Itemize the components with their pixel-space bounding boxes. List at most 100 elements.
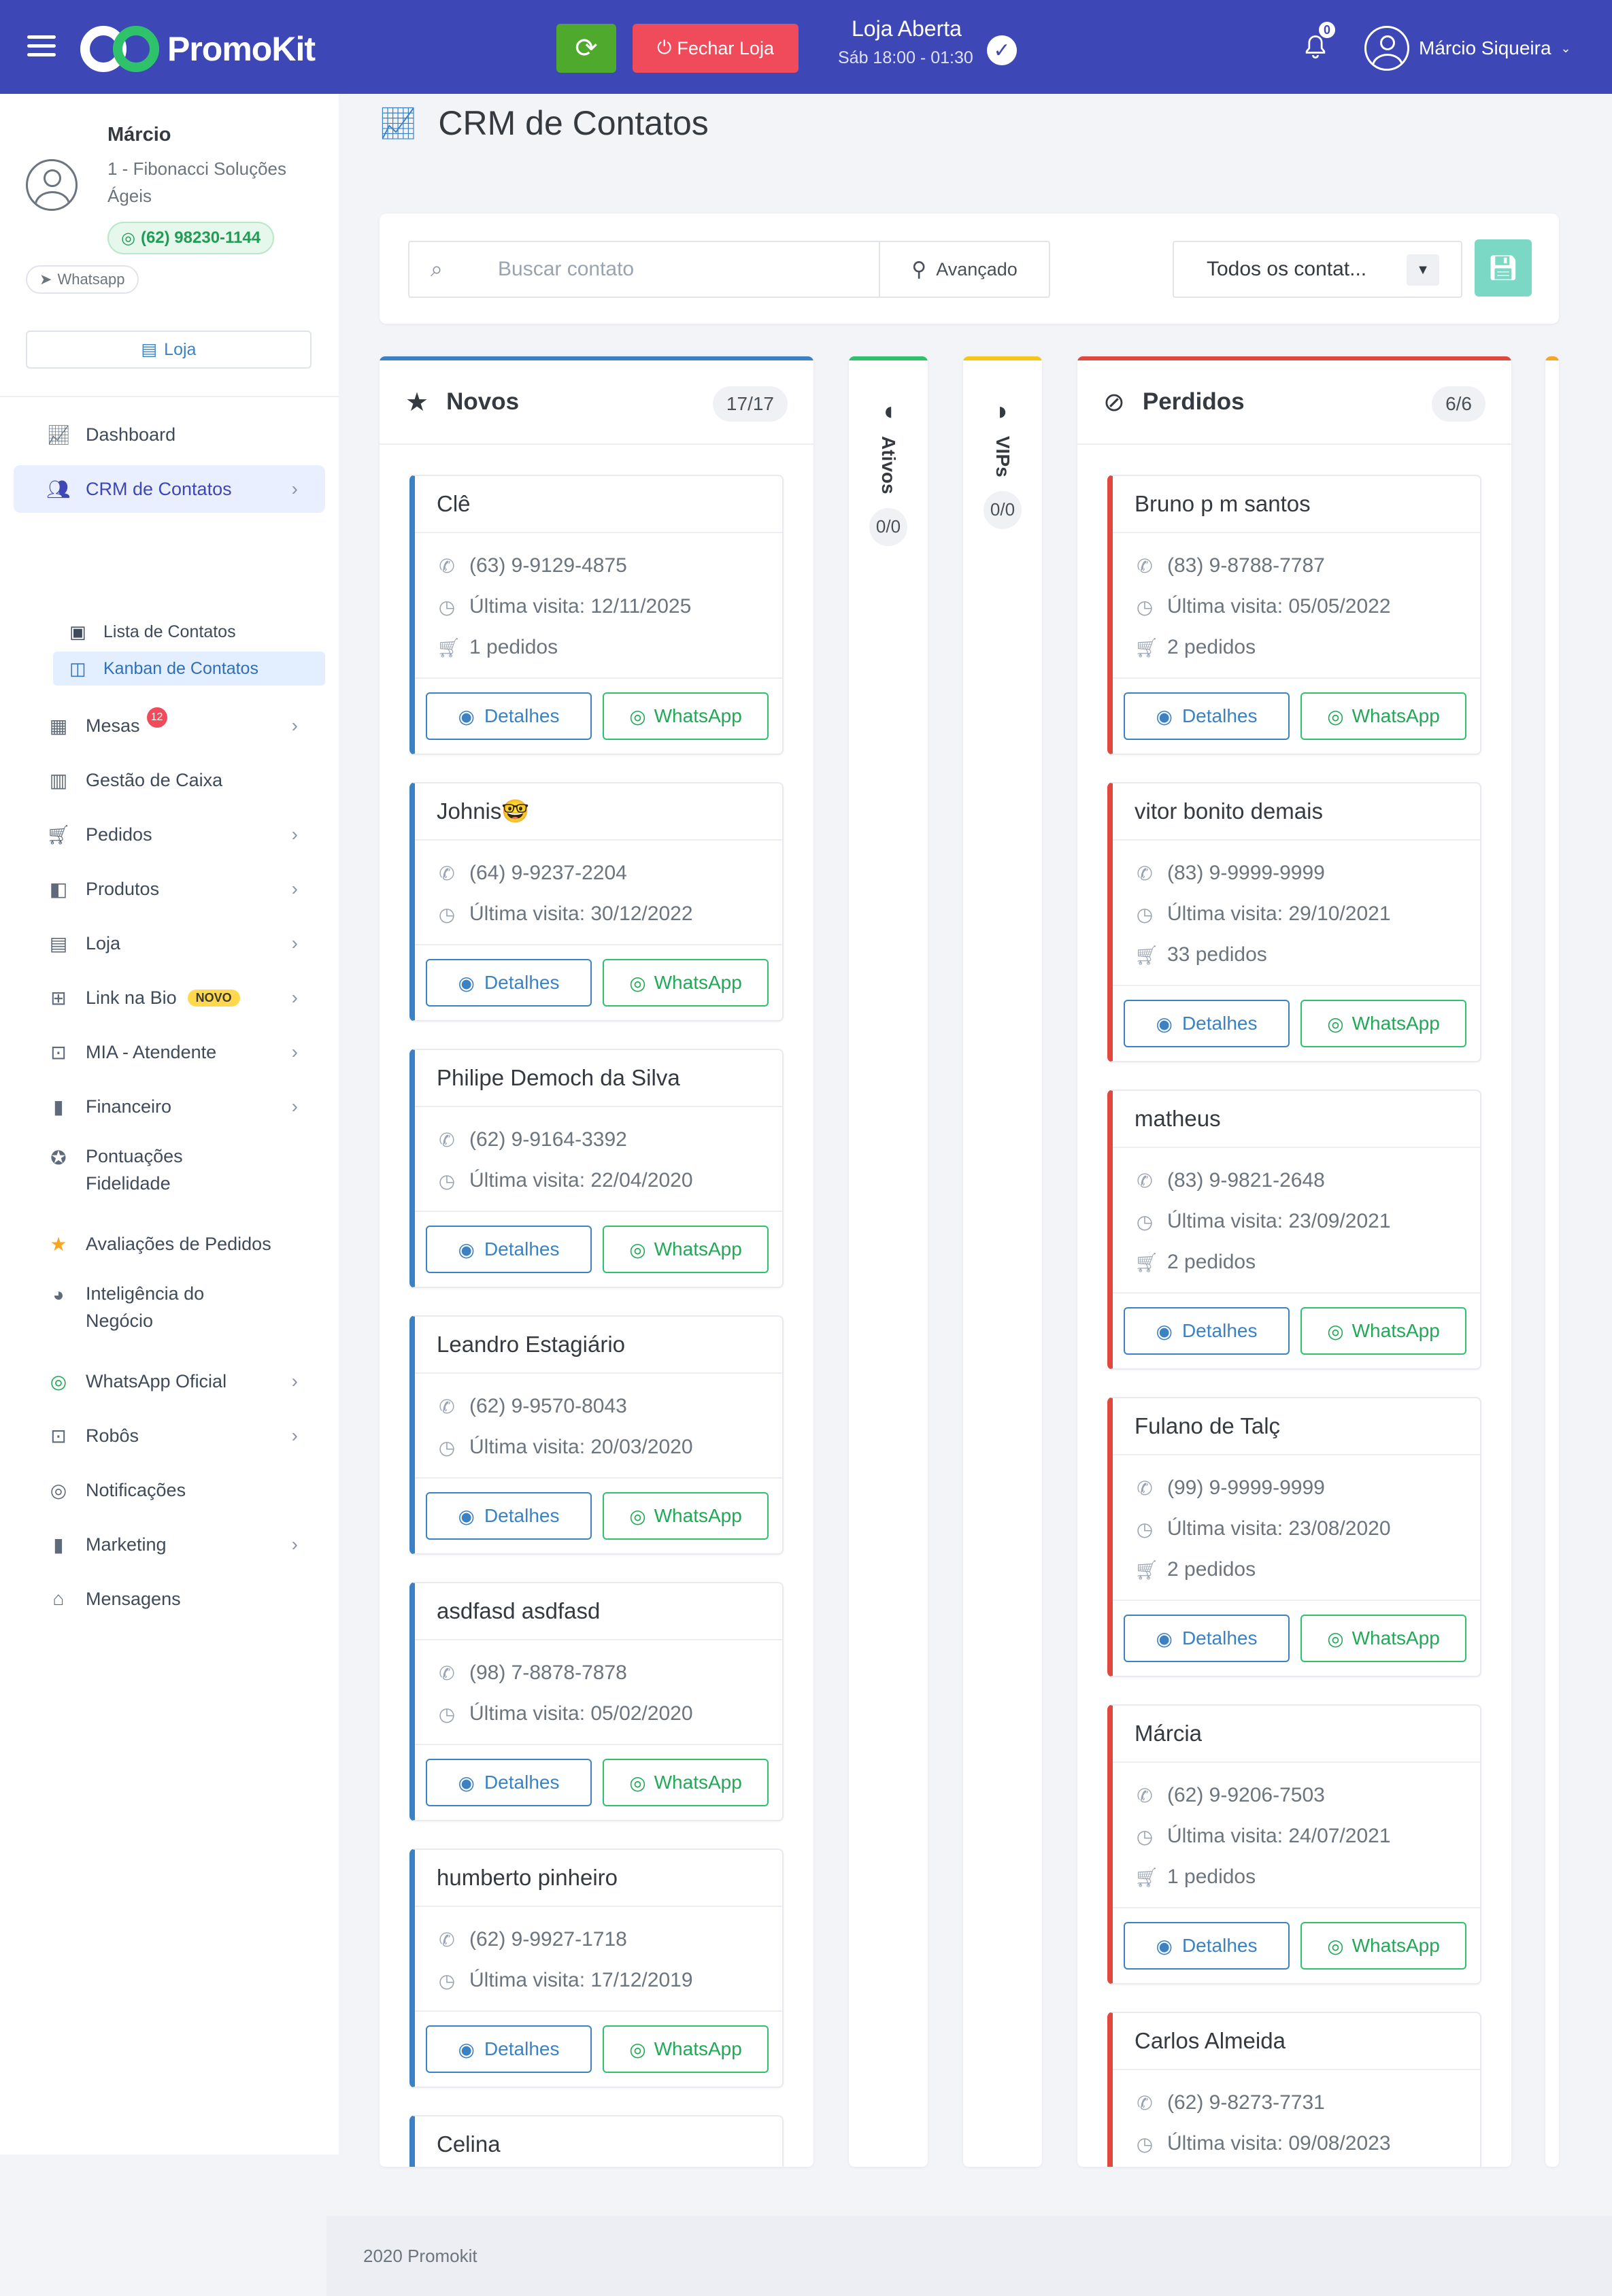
contact-card[interactable]: Johnis🤓 ✆ (64) 9-9237-2204 ◷ Última visita… — [409, 782, 784, 1022]
nav-inteligencia[interactable]: ◕ Inteligência do Negócio — [14, 1274, 325, 1343]
chart-line-icon: 📈︎ — [378, 105, 418, 141]
menu-icon[interactable] — [27, 35, 56, 57]
whatsapp-button[interactable]: ◎ WhatsApp — [603, 1226, 769, 1273]
notification-count: 0 — [1317, 20, 1337, 39]
nav-kanban-contatos[interactable]: ◫ Kanban de Contatos — [53, 652, 325, 686]
contact-phone: (83) 9-9821-2648 — [1167, 1169, 1325, 1192]
whatsapp-icon: ◎ — [1327, 705, 1344, 727]
user-menu[interactable]: Márcio Siqueira ⌄ — [1364, 26, 1571, 71]
contact-last-visit: Última visita: 05/05/2022 — [1167, 595, 1391, 618]
details-button[interactable]: ◉ Detalhes — [426, 1492, 592, 1540]
nav-loja[interactable]: ▤ Loja › — [14, 919, 325, 967]
send-icon: ➤ — [39, 271, 52, 288]
contact-card[interactable]: humberto pinheiro ✆ (62) 9-9927-1718 ◷ Últ… — [409, 1848, 784, 2088]
contact-card[interactable]: Bruno p m santos ✆ (83) 9-8788-7787 ◷ Últi… — [1107, 475, 1481, 755]
nav-link-bio[interactable]: ⊞ Link na Bio NOVO › — [14, 974, 325, 1022]
details-button[interactable]: ◉ Detalhes — [426, 692, 592, 740]
whatsapp-icon: ◎ — [50, 1370, 67, 1392]
eye-icon: ◉ — [1156, 1013, 1173, 1034]
contact-filter-select[interactable]: Todos os contat... ▼ — [1173, 241, 1462, 298]
whatsapp-button[interactable]: ◎ WhatsApp — [603, 1492, 769, 1540]
column-vips[interactable]: ◗ VIPs 0/0 — [963, 356, 1042, 2167]
nav-gestao-caixa[interactable]: ▥ Gestão de Caixa — [14, 756, 325, 804]
eye-icon: ◉ — [458, 1772, 475, 1793]
logo[interactable]: PromoKit — [80, 23, 316, 75]
details-button[interactable]: ◉ Detalhes — [426, 1759, 592, 1806]
contact-card[interactable]: Leandro Estagiário ✆ (62) 9-9570-8043 ◷ Úl… — [409, 1315, 784, 1555]
whatsapp-button[interactable]: ◎ WhatsApp — [1300, 692, 1466, 740]
nav-marketing[interactable]: ▮ Marketing › — [14, 1521, 325, 1568]
nav-pontuacoes[interactable]: ✪ Pontuações Fidelidade — [14, 1137, 325, 1205]
details-button[interactable]: ◉ Detalhes — [1124, 1000, 1290, 1047]
whatsapp-icon: ◎ — [1327, 1627, 1344, 1649]
phone-icon: ✆ — [439, 1662, 455, 1684]
nav-mensagens[interactable]: ⌂ Mensagens — [14, 1575, 325, 1623]
details-button[interactable]: ◉ Detalhes — [426, 959, 592, 1007]
column-ativos[interactable]: ◖ Ativos 0/0 — [849, 356, 928, 2167]
details-button[interactable]: ◉ Detalhes — [426, 1226, 592, 1273]
whatsapp-button[interactable]: ◎ WhatsApp — [1300, 1615, 1466, 1662]
contact-card[interactable]: Fulano de Talç ✆ (99) 9-9999-9999 ◷ Última… — [1107, 1397, 1481, 1677]
refresh-button[interactable]: ⟳ — [556, 24, 616, 73]
whatsapp-button[interactable]: ◎ WhatsApp — [1300, 1922, 1466, 1970]
whatsapp-button[interactable]: ◎ WhatsApp — [603, 2025, 769, 2073]
search-input[interactable] — [498, 258, 879, 281]
whatsapp-button[interactable]: ◎ WhatsApp — [1300, 1000, 1466, 1047]
nav-notificacoes[interactable]: ◎ Notificações — [14, 1466, 325, 1514]
sitemap-icon: ⊞ — [50, 987, 67, 1009]
whatsapp-icon: ◎ — [50, 1479, 67, 1501]
details-label: Detalhes — [484, 2038, 560, 2059]
contact-card[interactable]: matheus ✆ (83) 9-9821-2648 ◷ Última visita… — [1107, 1090, 1481, 1370]
profile-phone-badge[interactable]: ◎ (62) 98230-1144 — [107, 222, 275, 254]
nav-financeiro[interactable]: ▮ Financeiro › — [14, 1083, 325, 1130]
contact-card[interactable]: Philipe Democh da Silva ✆ (62) 9-9164-339… — [409, 1049, 784, 1288]
nav-lista-contatos[interactable]: ▣ Lista de Contatos — [53, 615, 325, 649]
divider — [0, 396, 339, 397]
contact-card[interactable]: Clê ✆ (63) 9-9129-4875 ◷ Última visita: 12… — [409, 475, 784, 755]
details-button[interactable]: ◉ Detalhes — [426, 2025, 592, 2073]
nav-label: Link na Bio — [86, 987, 177, 1008]
nav-dashboard[interactable]: 📈︎ Dashboard — [14, 411, 325, 458]
nav-label: Avaliações de Pedidos — [86, 1233, 271, 1254]
details-button[interactable]: ◉ Detalhes — [1124, 1922, 1290, 1970]
power-icon: ⏻ — [657, 37, 672, 58]
whatsapp-button[interactable]: ◎ WhatsApp — [603, 959, 769, 1007]
whatsapp-button[interactable]: ◎ WhatsApp — [1300, 1307, 1466, 1355]
details-button[interactable]: ◉ Detalhes — [1124, 1307, 1290, 1355]
column-title: Novos — [446, 388, 520, 415]
bell-icon[interactable] — [1300, 33, 1330, 63]
nav-label: Notificações — [86, 1479, 186, 1500]
nav-produtos[interactable]: ◧ Produtos › — [14, 865, 325, 913]
nav-whatsapp-oficial[interactable]: ◎ WhatsApp Oficial › — [14, 1357, 325, 1405]
whatsapp-button[interactable]: ◎ WhatsApp — [603, 692, 769, 740]
contact-card[interactable]: Carlos Almeida ✆ (62) 9-8273-7731 ◷ Última… — [1107, 2012, 1481, 2167]
nav-avaliacoes[interactable]: ★ Avaliações de Pedidos — [14, 1220, 325, 1268]
phone-icon: ✆ — [1137, 2092, 1153, 2114]
nav-pedidos[interactable]: 🛒︎ Pedidos › — [14, 811, 325, 858]
whatsapp-button[interactable]: ◎ WhatsApp — [603, 1759, 769, 1806]
advanced-filter-button[interactable]: ⚲ Avançado — [879, 241, 1050, 298]
whatsapp-icon: ◎ — [1327, 1935, 1344, 1957]
cart-icon: 🛒︎ — [46, 824, 71, 845]
save-button[interactable]: 💾︎ — [1475, 239, 1532, 297]
phone-icon: ✆ — [439, 862, 455, 884]
store-button[interactable]: ▤ Loja — [26, 331, 312, 369]
nav-robos[interactable]: ⊡ Robôs › — [14, 1412, 325, 1459]
contact-card[interactable]: asdfasd asdfasd ✆ (98) 7-8878-7878 ◷ Últim… — [409, 1582, 784, 1821]
clock-icon: ◷ — [438, 903, 456, 925]
close-store-button[interactable]: ⏻ Fechar Loja — [633, 24, 799, 73]
profile-avatar-icon — [26, 159, 78, 211]
columns-icon: ◫ — [69, 658, 86, 679]
contact-card[interactable]: Márcia ✆ (62) 9-9206-7503 ◷ Última visita:… — [1107, 1704, 1481, 1985]
details-button[interactable]: ◉ Detalhes — [1124, 1615, 1290, 1662]
contact-card[interactable]: Celina — [409, 2115, 784, 2167]
chevron-right-icon: › — [291, 987, 298, 1008]
details-button[interactable]: ◉ Detalhes — [1124, 692, 1290, 740]
nav-mia-atendente[interactable]: ⊡ MIA - Atendente › — [14, 1028, 325, 1076]
nav-crm-contatos[interactable]: 👥︎ CRM de Contatos › — [14, 465, 325, 513]
contact-card[interactable]: vitor bonito demais ✆ (83) 9-9999-9999 ◷ Ú… — [1107, 782, 1481, 1062]
whatsapp-label: WhatsApp — [654, 1238, 742, 1260]
nav-label: Pedidos — [86, 824, 152, 845]
nav-mesas[interactable]: ▦ Mesas 12 › — [14, 702, 325, 749]
contact-name: vitor bonito demais — [1113, 783, 1480, 841]
